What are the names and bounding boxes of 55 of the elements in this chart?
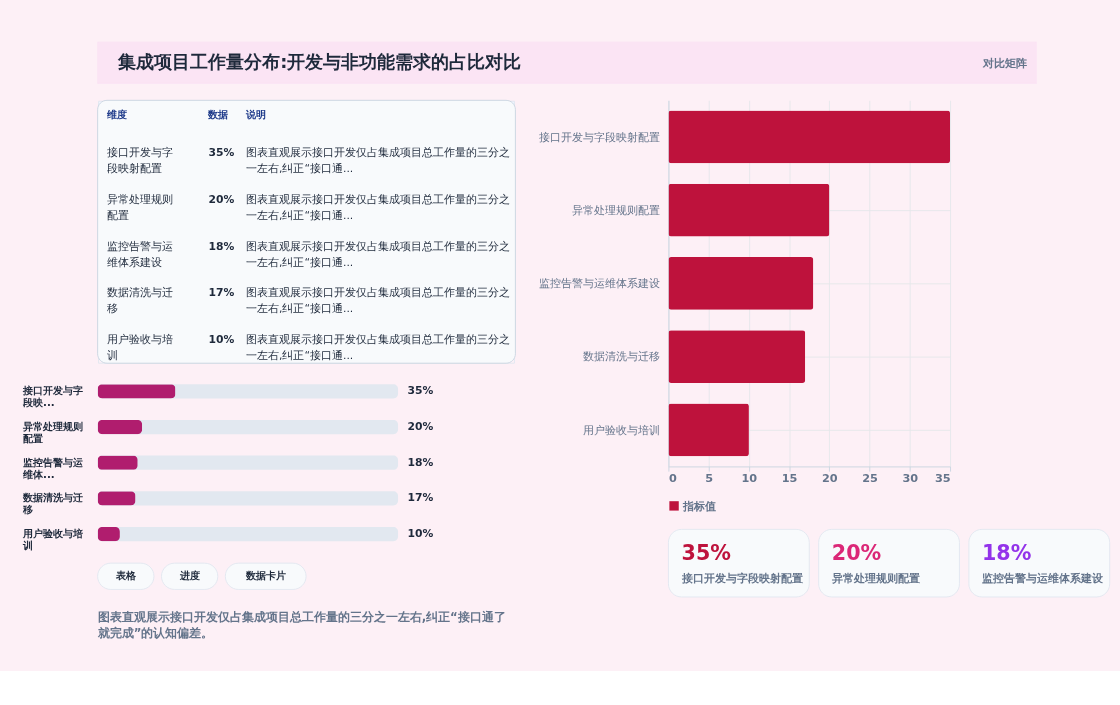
x-tick-label: 5	[705, 471, 714, 485]
data-label: 18%	[407, 455, 434, 469]
y-tick-label: 用户验收与培训	[582, 423, 660, 437]
text: 异常处理规则配置	[830, 571, 920, 585]
text: 10%	[208, 332, 235, 346]
data-label: 35%	[407, 384, 434, 398]
x-tick-label: 20	[822, 471, 838, 485]
text: 35%	[208, 146, 235, 160]
x-tick-label: 25	[862, 471, 879, 485]
y-tick-label: 异常处理规则配置	[571, 203, 660, 217]
text: 18%	[208, 239, 235, 253]
y-tick-label: 异常处理规则配置	[22, 419, 83, 445]
text: 图表直观展示接口开发仅占集成项目总工作量的三分之一左右,纠正“接口通...	[245, 146, 510, 176]
data-label: 20%	[407, 419, 434, 433]
text: 数据	[207, 108, 229, 121]
text: 数据卡片	[244, 569, 286, 582]
y-tick-label: 数据清洗与迁移	[582, 350, 660, 364]
text: 进度	[178, 569, 200, 582]
text: 18%	[981, 541, 1032, 566]
text: 异常处理规则配置	[107, 193, 174, 222]
x-tick-label: 10	[741, 471, 758, 485]
text: 图表直观展示接口开发仅占集成项目总工作量的三分之一左右,纠正“接口通...	[245, 332, 510, 362]
text: 监控告警与运维体系建设	[107, 239, 174, 269]
text: 图表直观展示接口开发仅占集成项目总工作量的三分之一左右,纠正“接口通...	[245, 193, 510, 222]
x-tick-label: 35	[934, 471, 951, 485]
text: 接口开发与字段映射配置	[107, 146, 174, 176]
text: 表格	[114, 569, 137, 582]
x-tick-label: 15	[781, 471, 798, 485]
text: 说明	[244, 108, 266, 121]
text: 图表直观展示接口开发仅占集成项目总工作量的三分之一左右,纠正“接口通了就完成”的认知偏差。	[96, 610, 506, 641]
text: 20%	[208, 193, 235, 207]
text: 集成项目工作量分布:开发与非功能需求的占比对比	[117, 51, 522, 73]
text: 对比矩阵	[982, 56, 1028, 70]
text: 用户验收与培训	[107, 332, 174, 362]
data-label: 10%	[407, 526, 434, 540]
text: 维度	[106, 108, 128, 121]
y-tick-label: 监控告警与运维体系建设	[538, 277, 660, 291]
text: 数据清洗与迁移	[107, 286, 174, 316]
y-tick-label: 监控告警与运维体...	[22, 455, 84, 480]
x-tick-label: 30	[902, 471, 919, 485]
text: 17%	[208, 286, 235, 300]
legend-label: 指标值	[682, 499, 717, 513]
bar	[97, 419, 143, 435]
x-tick-label: 0	[668, 471, 677, 485]
text: 图表直观展示接口开发仅占集成项目总工作量的三分之一左右,纠正“接口通...	[245, 286, 510, 316]
y-tick-label: 接口开发与字段映...	[22, 384, 83, 409]
text: 接口开发与字段映射配置	[680, 571, 803, 585]
y-tick-label: 接口开发与字段映射配置	[538, 130, 660, 144]
y-tick-label: 用户验收与培训	[22, 526, 83, 552]
text: 图表直观展示接口开发仅占集成项目总工作量的三分之一左右,纠正“接口通...	[245, 239, 510, 269]
y-tick-label: 数据清洗与迁移	[22, 491, 83, 516]
text: 35%	[681, 541, 732, 566]
text: 20%	[831, 541, 882, 566]
data-label: 17%	[407, 491, 434, 505]
text: 监控告警与运维体系建设	[981, 571, 1104, 585]
